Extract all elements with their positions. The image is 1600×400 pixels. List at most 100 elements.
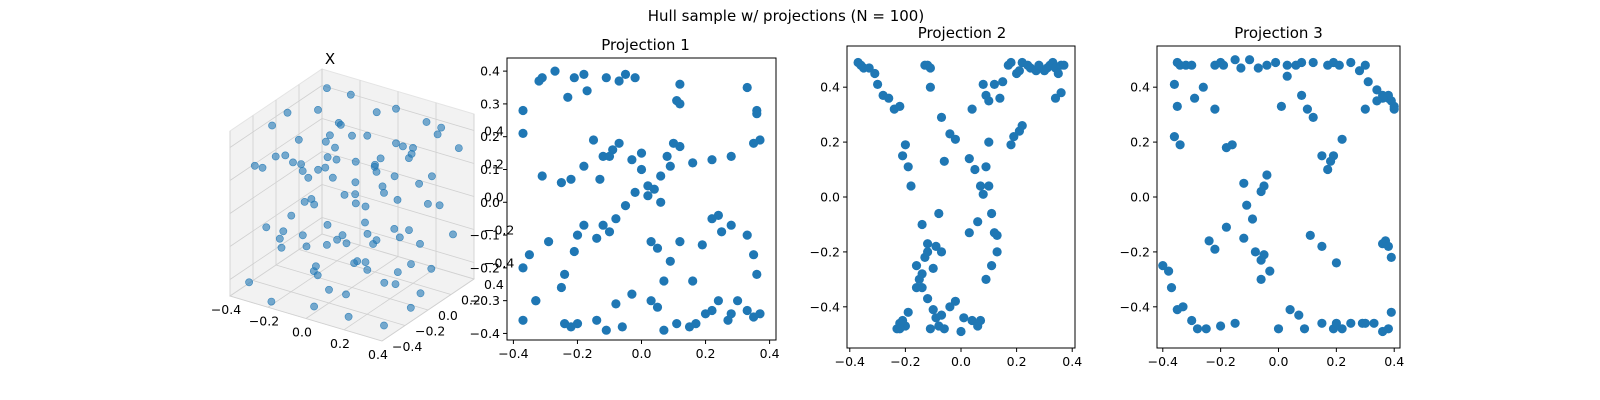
projection-3-point xyxy=(1204,236,1214,246)
projection-2-xtick-label: −0.4 xyxy=(835,354,865,369)
projection-3-point xyxy=(1372,85,1382,95)
projection-3-point xyxy=(1285,305,1295,315)
panel-3d-point xyxy=(322,84,331,92)
panel-projection-2: Projection 2 −0.4 −0.2 0.0 0.2 0.4 −0.4 −0.2 0.… xyxy=(810,24,1083,369)
panel-3d-point xyxy=(323,220,332,229)
panel-3d-point xyxy=(407,149,416,158)
projection-3-point xyxy=(1383,241,1393,251)
panel-3d-point xyxy=(376,154,385,163)
panel-3d-point xyxy=(322,240,331,249)
projection-2-point xyxy=(925,63,936,73)
projection-2-point xyxy=(895,101,905,111)
panel-3d-point xyxy=(250,161,259,170)
projection-1-point xyxy=(560,269,570,279)
projection-1-point xyxy=(697,240,707,250)
panel-3d-xtick-label: 0.2 xyxy=(330,336,350,351)
projection-3-point xyxy=(1389,104,1399,114)
projection-2-point xyxy=(1009,132,1019,142)
panel-3d-point xyxy=(392,139,400,148)
projection-1-point xyxy=(630,187,640,197)
projection-3-points xyxy=(1158,55,1399,337)
projection-1-point xyxy=(649,184,659,194)
projection-2-point xyxy=(959,313,969,323)
projection-1-point xyxy=(582,86,592,96)
projection-1-point xyxy=(572,319,583,329)
projection-2-point xyxy=(1053,68,1063,79)
projection-2-point xyxy=(911,261,922,271)
projection-1-point xyxy=(524,250,535,260)
projection-3-point xyxy=(1172,101,1182,111)
panel-3d-point xyxy=(332,155,341,164)
panel-3d-point xyxy=(416,239,424,248)
projection-1-ytick-label: −0.1 xyxy=(470,228,500,243)
projection-3-point xyxy=(1259,181,1269,191)
projection-3-point xyxy=(1360,104,1370,114)
projection-1-point xyxy=(707,214,717,224)
projection-2-point xyxy=(973,217,983,227)
projection-3-point xyxy=(1245,55,1255,65)
panel-3d-point xyxy=(407,260,415,268)
projection-1-point xyxy=(742,230,752,240)
projection-1-point xyxy=(598,151,608,161)
projection-1-xtick-label: 0.0 xyxy=(632,346,652,361)
projection-1-point xyxy=(749,250,759,260)
panel-3d-point xyxy=(342,290,350,299)
panel-3d-point xyxy=(398,142,407,151)
projection-1-point xyxy=(752,269,762,279)
projection-1-xtick-label: 0.4 xyxy=(760,346,780,361)
projection-1-point xyxy=(652,302,663,312)
projection-2-point xyxy=(925,324,936,334)
projection-1-point xyxy=(713,296,724,306)
projection-3-point xyxy=(1230,318,1240,328)
projection-1-point xyxy=(601,73,611,83)
projection-3-point xyxy=(1253,63,1263,73)
projection-3-point xyxy=(1210,104,1220,114)
panel-3d-point xyxy=(363,229,372,238)
projection-2-point xyxy=(975,315,986,326)
projection-3-point xyxy=(1363,77,1373,87)
projection-3-point xyxy=(1317,241,1327,251)
panel-3d-point xyxy=(310,200,319,209)
projection-2-point xyxy=(978,189,988,199)
projection-1-point xyxy=(556,178,567,188)
projection-1-ytick-label: 0.1 xyxy=(480,162,500,177)
projection-1-point xyxy=(752,109,762,119)
panel-3d-grid-line xyxy=(229,151,323,214)
projection-1-point xyxy=(646,237,656,247)
projection-3-point xyxy=(1221,222,1231,232)
panel-3d-point xyxy=(304,173,313,182)
projection-1-point xyxy=(537,73,547,83)
projection-3-point xyxy=(1276,101,1286,111)
projection-1-point xyxy=(668,138,679,148)
panel-3d-point xyxy=(267,297,276,306)
projection-2-point xyxy=(903,162,913,172)
projection-2-ytick-label: −0.2 xyxy=(810,244,840,259)
projection-3-point xyxy=(1192,324,1203,334)
panel-3d-point xyxy=(380,321,388,330)
panel-projection-2-title: Projection 2 xyxy=(918,24,1006,42)
projection-1-point xyxy=(572,230,583,240)
projection-3-point xyxy=(1357,318,1367,328)
panel-3d-point xyxy=(361,202,370,211)
projection-1-ytick-label: −0.3 xyxy=(470,293,500,308)
panel-3d-grid-line xyxy=(343,267,437,331)
panel-3d-point xyxy=(390,224,399,233)
panel-3d-point xyxy=(433,130,442,139)
projection-1-point xyxy=(742,82,752,93)
projection-2-point xyxy=(1059,60,1069,70)
projection-3-point xyxy=(1250,247,1260,257)
projection-3-point xyxy=(1239,233,1249,243)
projection-3-point xyxy=(1247,214,1258,224)
panel-3d-point xyxy=(351,190,360,199)
panel-3d-point xyxy=(427,264,436,273)
panel-3d-point xyxy=(437,123,446,132)
projection-3-point xyxy=(1282,60,1292,70)
panel-3d-point xyxy=(310,302,318,311)
panel-3d-point xyxy=(325,131,334,140)
projection-3-point xyxy=(1346,318,1356,328)
projection-2-point xyxy=(923,239,933,249)
panel-3d-point xyxy=(380,188,388,197)
panel-3d-point xyxy=(391,280,400,288)
projection-3-point xyxy=(1230,55,1240,65)
